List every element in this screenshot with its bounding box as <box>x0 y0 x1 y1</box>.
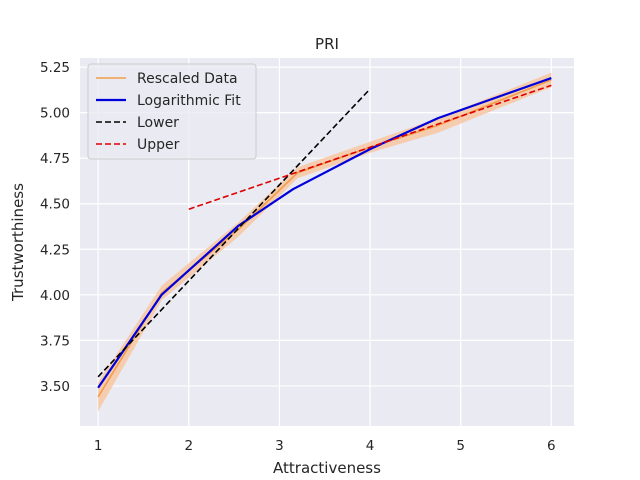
x-tick-label: 5 <box>456 438 465 454</box>
legend-label: Lower <box>137 115 179 131</box>
legend-label: Upper <box>137 137 180 153</box>
x-tick-label: 3 <box>275 438 284 454</box>
series-lines <box>97 77 552 398</box>
logarithmic-fit-line <box>97 77 552 389</box>
y-tick-labels: 3.50 3.75 4.00 4.25 4.50 4.75 5.00 5.25 <box>40 60 70 395</box>
legend-label: Rescaled Data <box>137 71 238 87</box>
legend-item-rescaled-data: Rescaled Data <box>96 71 238 87</box>
y-tick-label: 5.00 <box>40 106 70 122</box>
y-tick-label: 5.25 <box>40 60 70 76</box>
legend-item-logarithmic-fit: Logarithmic Fit <box>96 93 241 109</box>
x-tick-label: 4 <box>366 438 375 454</box>
x-tick-label: 6 <box>547 438 556 454</box>
y-tick-label: 3.75 <box>40 333 70 349</box>
y-axis-label: Trustworthiness <box>9 183 27 302</box>
legend-label: Logarithmic Fit <box>137 93 241 109</box>
y-tick-label: 4.00 <box>40 288 70 304</box>
legend-box <box>87 63 257 160</box>
rescaled-data-line <box>97 79 552 398</box>
upper-line <box>188 84 552 210</box>
y-tick-label: 4.75 <box>40 151 70 167</box>
x-tick-labels: 1 2 3 4 5 6 <box>94 438 556 454</box>
legend: Rescaled Data Logarithmic Fit Lower Upper <box>87 63 257 160</box>
lower-line <box>97 88 371 378</box>
y-tick-label: 4.25 <box>40 242 70 258</box>
x-tick-label: 1 <box>94 438 103 454</box>
x-tick-label: 2 <box>184 438 193 454</box>
legend-item-lower: Lower <box>96 115 179 131</box>
y-tick-label: 3.50 <box>40 379 70 395</box>
x-axis-label: Attractiveness <box>273 459 381 477</box>
chart-title: PRI <box>315 35 339 53</box>
y-tick-label: 4.50 <box>40 197 70 213</box>
legend-item-upper: Upper <box>96 137 180 153</box>
